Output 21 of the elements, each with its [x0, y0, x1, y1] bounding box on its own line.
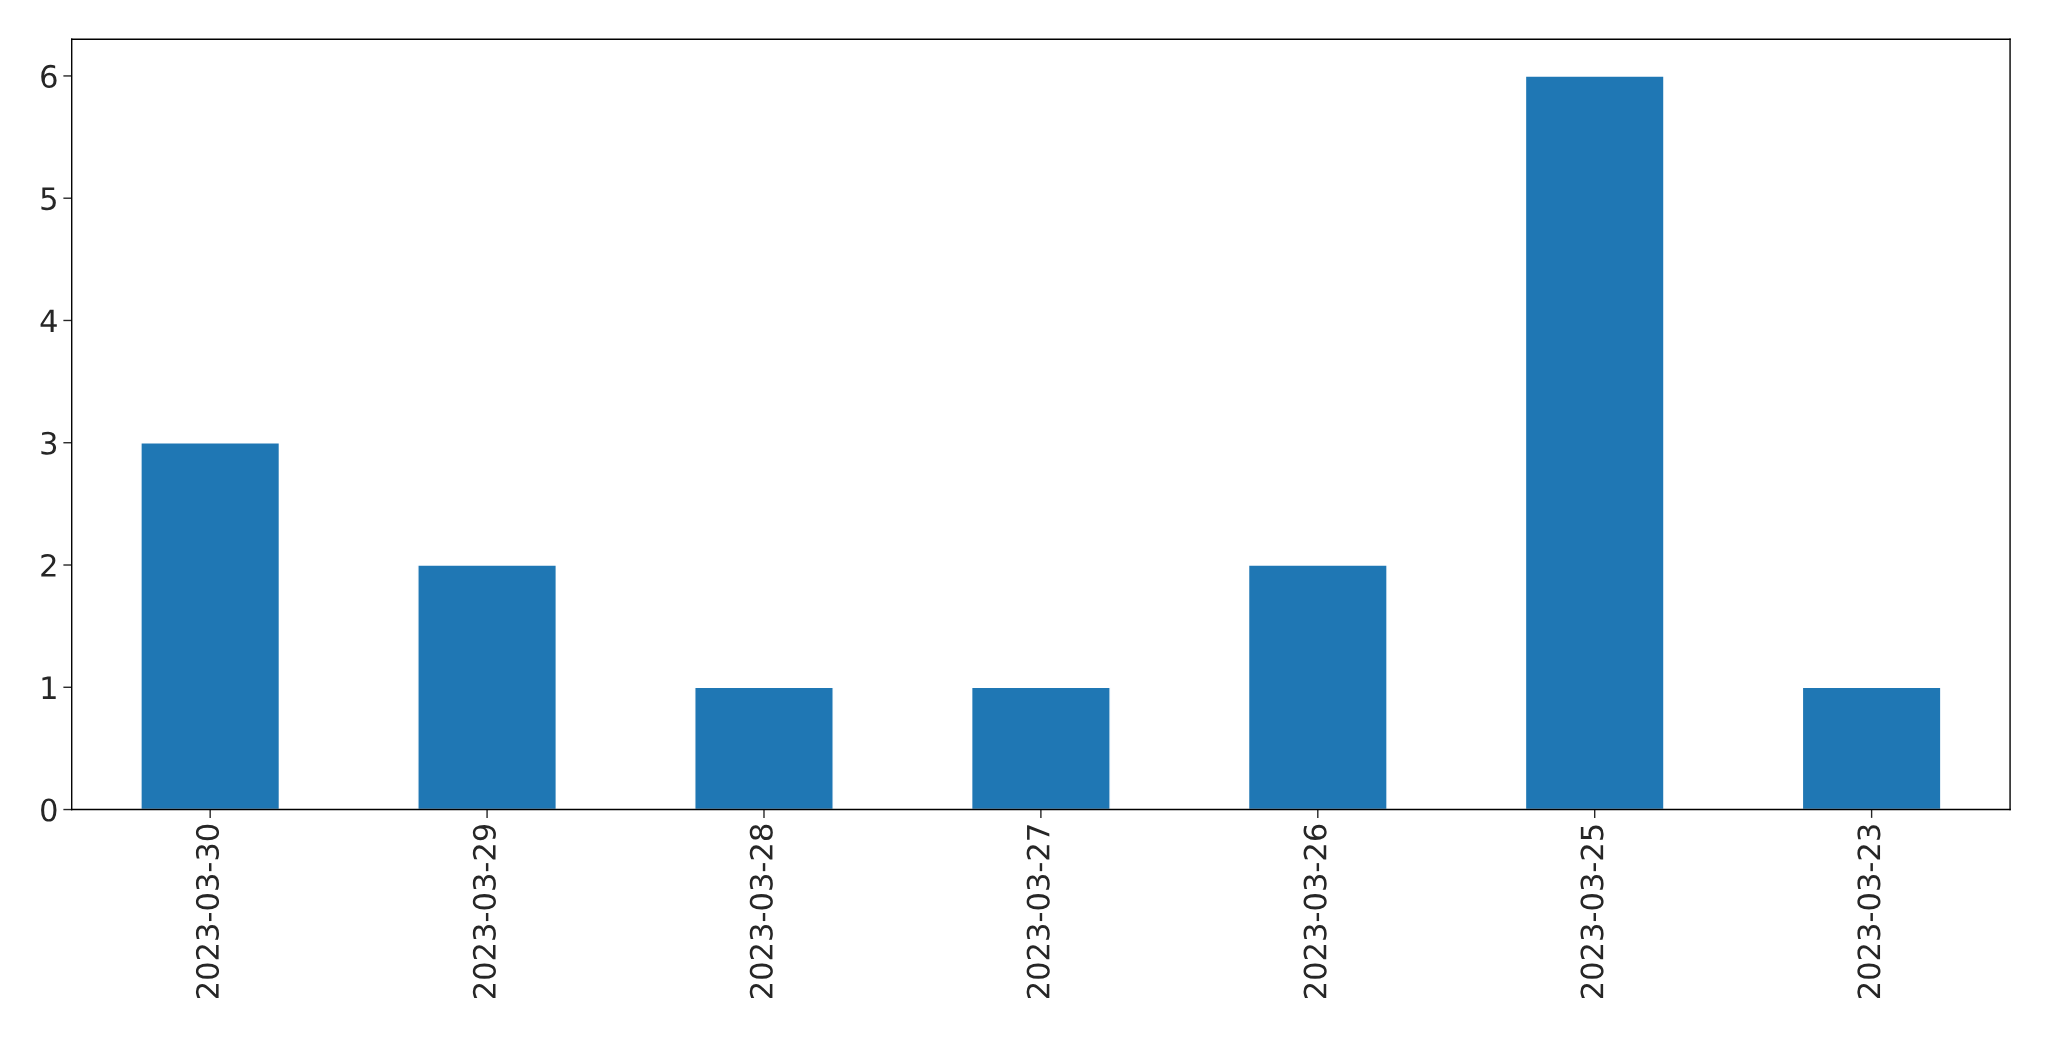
y-tick-label: 5 [41, 187, 56, 211]
bar [694, 686, 834, 810]
bar [1801, 686, 1942, 810]
x-tick-label: 2023-03-25 [1580, 825, 1604, 999]
x-tick-label: 2023-03-28 [749, 824, 773, 999]
bar [1524, 75, 1665, 810]
x-tick-label: 2023-03-23 [1857, 825, 1881, 999]
y-tick-label: 0 [41, 798, 57, 822]
y-tick-label: 4 [40, 309, 57, 333]
y-tick-label: 6 [41, 64, 57, 88]
bar [970, 686, 1111, 810]
x-tick-label: 2023-03-30 [195, 824, 220, 999]
bar [1247, 564, 1388, 810]
x-tick-label: 2023-03-26 [1303, 824, 1327, 999]
x-tick-label: 2023-03-29 [472, 824, 496, 999]
bar [417, 564, 557, 810]
x-tick-label: 2023-03-27 [1026, 825, 1050, 999]
y-tick-label: 2 [41, 553, 56, 577]
bar [140, 442, 281, 810]
y-tick-label: 3 [41, 431, 57, 455]
y-tick-label: 1 [42, 676, 56, 699]
